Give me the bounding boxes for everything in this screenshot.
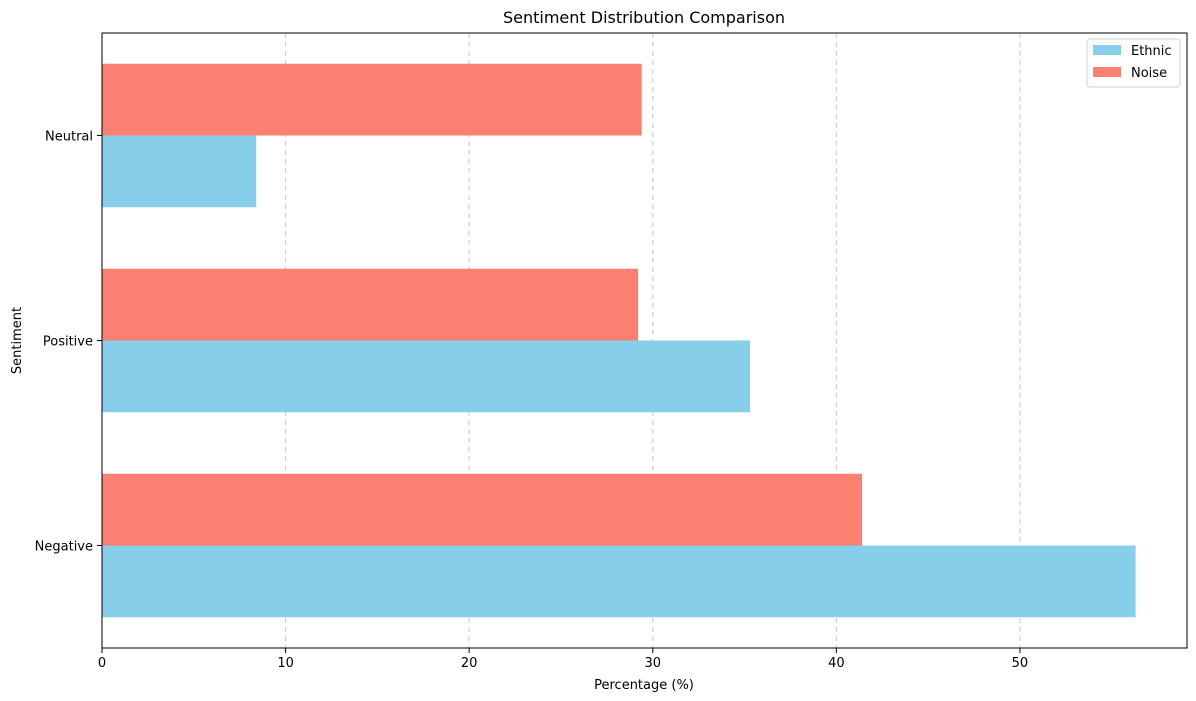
bars [102, 63, 1136, 618]
bar-noise-negative [102, 473, 863, 546]
legend-swatch-ethnic [1093, 45, 1121, 55]
x-axis-ticks: 0 10 20 30 40 50 [98, 648, 1028, 671]
y-axis-label: Sentiment [10, 307, 25, 374]
x-tick-label: 40 [828, 656, 845, 671]
x-tick-label: 30 [644, 656, 661, 671]
legend-label-noise: Noise [1131, 66, 1167, 81]
legend-label-ethnic: Ethnic [1131, 44, 1172, 59]
bar-ethnic-neutral [102, 135, 257, 208]
x-axis-label: Percentage (%) [594, 678, 694, 693]
y-tick-label: Negative [35, 540, 93, 555]
bar-noise-positive [102, 268, 639, 341]
legend: Ethnic Noise [1086, 38, 1181, 88]
y-tick-label: Neutral [45, 130, 93, 145]
legend-swatch-noise [1093, 67, 1121, 77]
bar-noise-neutral [102, 63, 642, 136]
bar-ethnic-positive [102, 340, 751, 413]
x-tick-label: 0 [98, 656, 106, 671]
chart-title: Sentiment Distribution Comparison [503, 8, 785, 27]
x-tick-label: 10 [277, 656, 294, 671]
y-tick-label: Positive [43, 335, 93, 350]
y-axis-ticks: Negative Positive Neutral [35, 130, 102, 555]
bar-ethnic-negative [102, 545, 1136, 618]
x-tick-label: 20 [461, 656, 478, 671]
x-tick-label: 50 [1012, 656, 1029, 671]
